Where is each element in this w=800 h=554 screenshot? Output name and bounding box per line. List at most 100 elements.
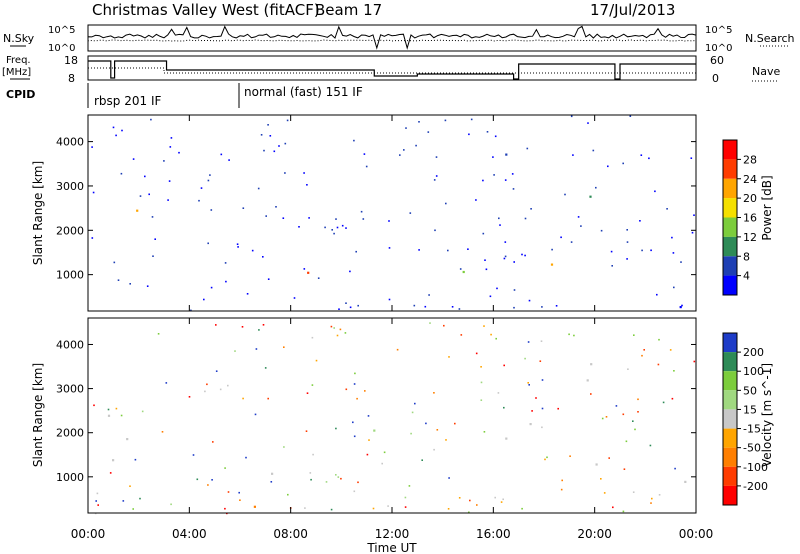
scatter-cell xyxy=(254,413,257,416)
scatter-cell xyxy=(97,504,99,506)
scatter-cell xyxy=(157,333,160,335)
y-tick-label: 4000 xyxy=(56,338,84,351)
scatter-cell xyxy=(475,352,478,355)
scatter-cell xyxy=(349,306,352,309)
scatter-cell xyxy=(144,175,146,178)
scatter-cell xyxy=(255,348,258,350)
cpid-row: CPID rbsp 201 IF normal (fast) 151 IF xyxy=(6,83,363,108)
scatter-cell xyxy=(293,297,296,299)
heatmap-cell xyxy=(684,480,687,483)
scatter-cell xyxy=(200,187,203,189)
heatmap-cell xyxy=(373,429,376,432)
scatter-cell xyxy=(541,379,544,381)
scatter-cell xyxy=(561,479,563,482)
y-tick-label: 1000 xyxy=(56,269,84,282)
scatter-cell xyxy=(650,249,652,252)
scatter-cell xyxy=(311,384,314,386)
scatter-cell xyxy=(95,500,97,502)
scatter-cell xyxy=(404,496,407,499)
scatter-cell xyxy=(196,478,199,481)
scatter-cell xyxy=(499,224,501,226)
velocity-ylabel: Slant Range [km] xyxy=(31,363,45,467)
scatter-cell xyxy=(170,137,173,139)
scatter-cell xyxy=(360,210,363,213)
scatter-cell xyxy=(251,249,254,252)
scatter-cell xyxy=(632,420,634,422)
velocity-panel-frame xyxy=(87,317,697,514)
scatter-cell xyxy=(535,397,537,399)
scatter-cell xyxy=(129,283,131,285)
scatter-cell xyxy=(650,502,652,504)
scatter-cell xyxy=(541,306,543,308)
scatter-cell xyxy=(306,392,309,394)
figure-title: Christmas Valley West (fitACF) xyxy=(92,1,320,19)
freq-tick-bottom: 8 xyxy=(68,72,75,85)
scatter-cell xyxy=(267,278,270,280)
scatter-cell xyxy=(220,153,223,156)
scatter-cell xyxy=(654,190,656,193)
scatter-cell xyxy=(637,411,639,413)
scatter-cell xyxy=(641,249,643,252)
scatter-cell xyxy=(418,121,420,123)
heatmap-cell xyxy=(107,414,111,417)
scatter-cell xyxy=(325,481,328,483)
scatter-cell xyxy=(611,265,613,267)
scatter-cell xyxy=(555,305,558,307)
scatter-cell xyxy=(368,439,370,441)
scatter-cell xyxy=(656,293,658,296)
nsky-trace xyxy=(87,25,697,50)
scatter-cell xyxy=(503,406,505,409)
scatter-cell xyxy=(433,179,436,181)
scatter-cell xyxy=(494,496,496,499)
scatter-cell xyxy=(225,280,227,283)
scatter-cell xyxy=(236,243,239,245)
cpid-segment-2: normal (fast) 151 IF xyxy=(244,85,363,99)
scatter-cell xyxy=(107,408,110,411)
scatter-cell xyxy=(364,390,366,392)
scatter-cell xyxy=(622,510,625,513)
scatter-cell xyxy=(612,506,614,509)
scatter-cell xyxy=(414,402,416,405)
scatter-cell xyxy=(580,225,582,227)
scatter-cell xyxy=(600,229,603,232)
scatter-cell xyxy=(115,407,118,410)
scatter-cell xyxy=(447,249,449,252)
scatter-cell xyxy=(468,511,470,514)
nave-label: Nave xyxy=(752,65,780,78)
scatter-cell xyxy=(237,246,239,248)
scatter-cell xyxy=(680,261,682,263)
colorbar-tick-label: -100 xyxy=(743,461,768,474)
scatter-cell xyxy=(303,172,305,174)
scatter-cell xyxy=(639,220,641,222)
heatmap-cell xyxy=(462,270,465,274)
x-tick-label: 04:00 xyxy=(172,527,207,541)
scatter-cell xyxy=(132,158,135,160)
scatter-cell xyxy=(354,372,356,375)
x-tick-label: 08:00 xyxy=(273,527,308,541)
scatter-cell xyxy=(622,162,624,165)
colorbar-swatch xyxy=(723,217,737,237)
scatter-cell xyxy=(352,421,354,424)
scatter-cell xyxy=(557,407,559,410)
scatter-cell xyxy=(120,172,123,175)
scatter-cell xyxy=(315,359,318,362)
nave-tick-top: 60 xyxy=(710,54,724,67)
scatter-cell xyxy=(383,451,386,454)
scatter-cell xyxy=(209,174,211,176)
scatter-cell xyxy=(403,149,405,151)
scatter-cell xyxy=(219,388,222,391)
scatter-cell xyxy=(429,322,431,324)
scatter-cell xyxy=(245,456,247,459)
scatter-cell xyxy=(278,145,280,147)
colorbar-swatch xyxy=(723,140,737,160)
power-panel-frame xyxy=(87,114,697,312)
scatter-cell xyxy=(169,146,172,148)
scatter-cell xyxy=(388,298,391,301)
scatter-cell xyxy=(310,478,312,481)
heatmap-cell xyxy=(586,379,589,382)
y-tick-label: 1000 xyxy=(56,471,84,484)
nave-trace xyxy=(88,67,696,74)
scatter-cell xyxy=(308,217,310,219)
scatter-cell xyxy=(264,367,267,369)
scatter-cell xyxy=(458,308,461,310)
